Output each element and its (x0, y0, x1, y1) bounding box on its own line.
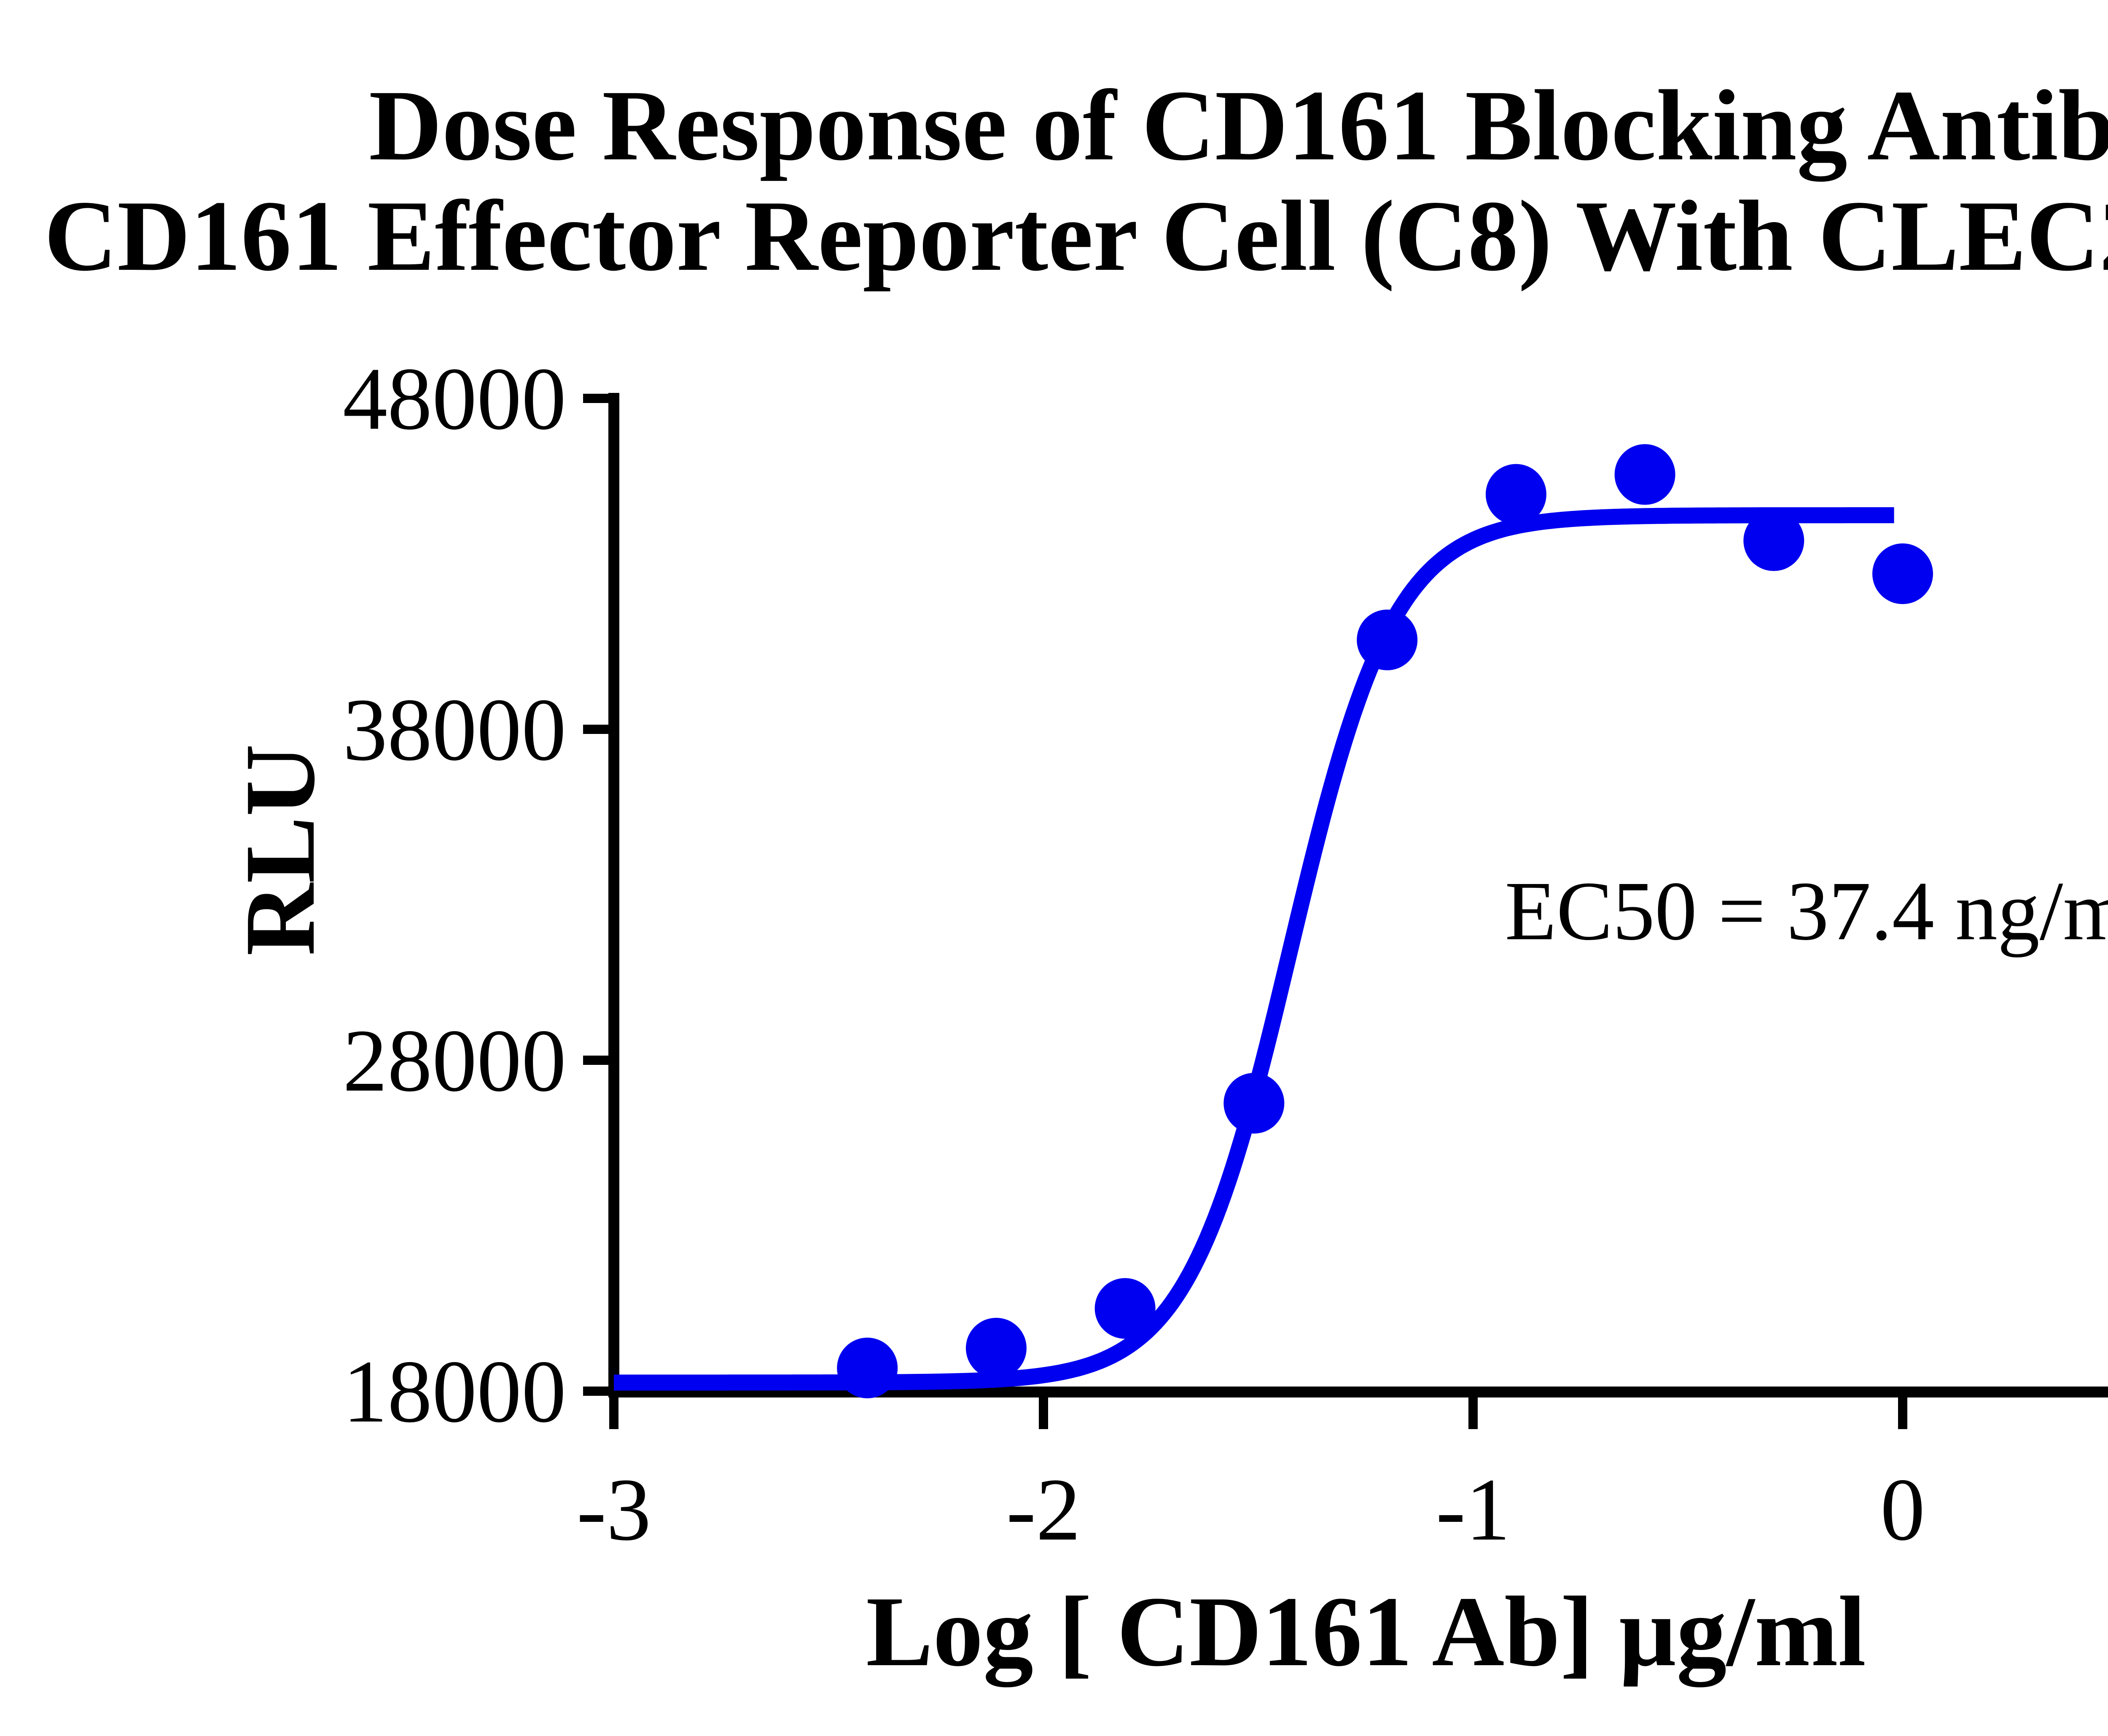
y-tick-label: 48000 (343, 349, 566, 448)
y-axis-label: RLU (225, 744, 336, 956)
ec50-annotation: EC50 = 37.4 ng/ml (1505, 865, 2108, 958)
data-points (837, 444, 1933, 1399)
tick-labels: 18000 28000 38000 48000 -3 -2 -1 0 (343, 349, 1925, 1559)
x-tick-label: -2 (1006, 1460, 1081, 1559)
data-point (1872, 543, 1933, 605)
data-point (1223, 1073, 1285, 1134)
data-point (1743, 510, 1804, 571)
data-point (1614, 444, 1675, 505)
data-point (1357, 610, 1418, 671)
data-point (1094, 1278, 1156, 1339)
chart-title-line2: CD161 Effector Reporter Cell (C8) With C… (44, 180, 2108, 292)
y-tick-label: 28000 (343, 1011, 566, 1110)
x-tick-label: -3 (577, 1460, 651, 1559)
data-point (965, 1317, 1027, 1379)
chart-title-line1: Dose Response of CD161 Blocking Antibody… (369, 69, 2108, 182)
x-tick-label: -1 (1436, 1460, 1511, 1559)
x-axis-label: Log [ CD161 Ab] µg/ml (866, 1576, 1866, 1687)
x-tick-label: 0 (1880, 1460, 1925, 1559)
data-point (837, 1338, 898, 1399)
y-tick-label: 18000 (343, 1342, 566, 1441)
data-point (1485, 464, 1546, 525)
y-tick-label: 38000 (343, 680, 566, 779)
